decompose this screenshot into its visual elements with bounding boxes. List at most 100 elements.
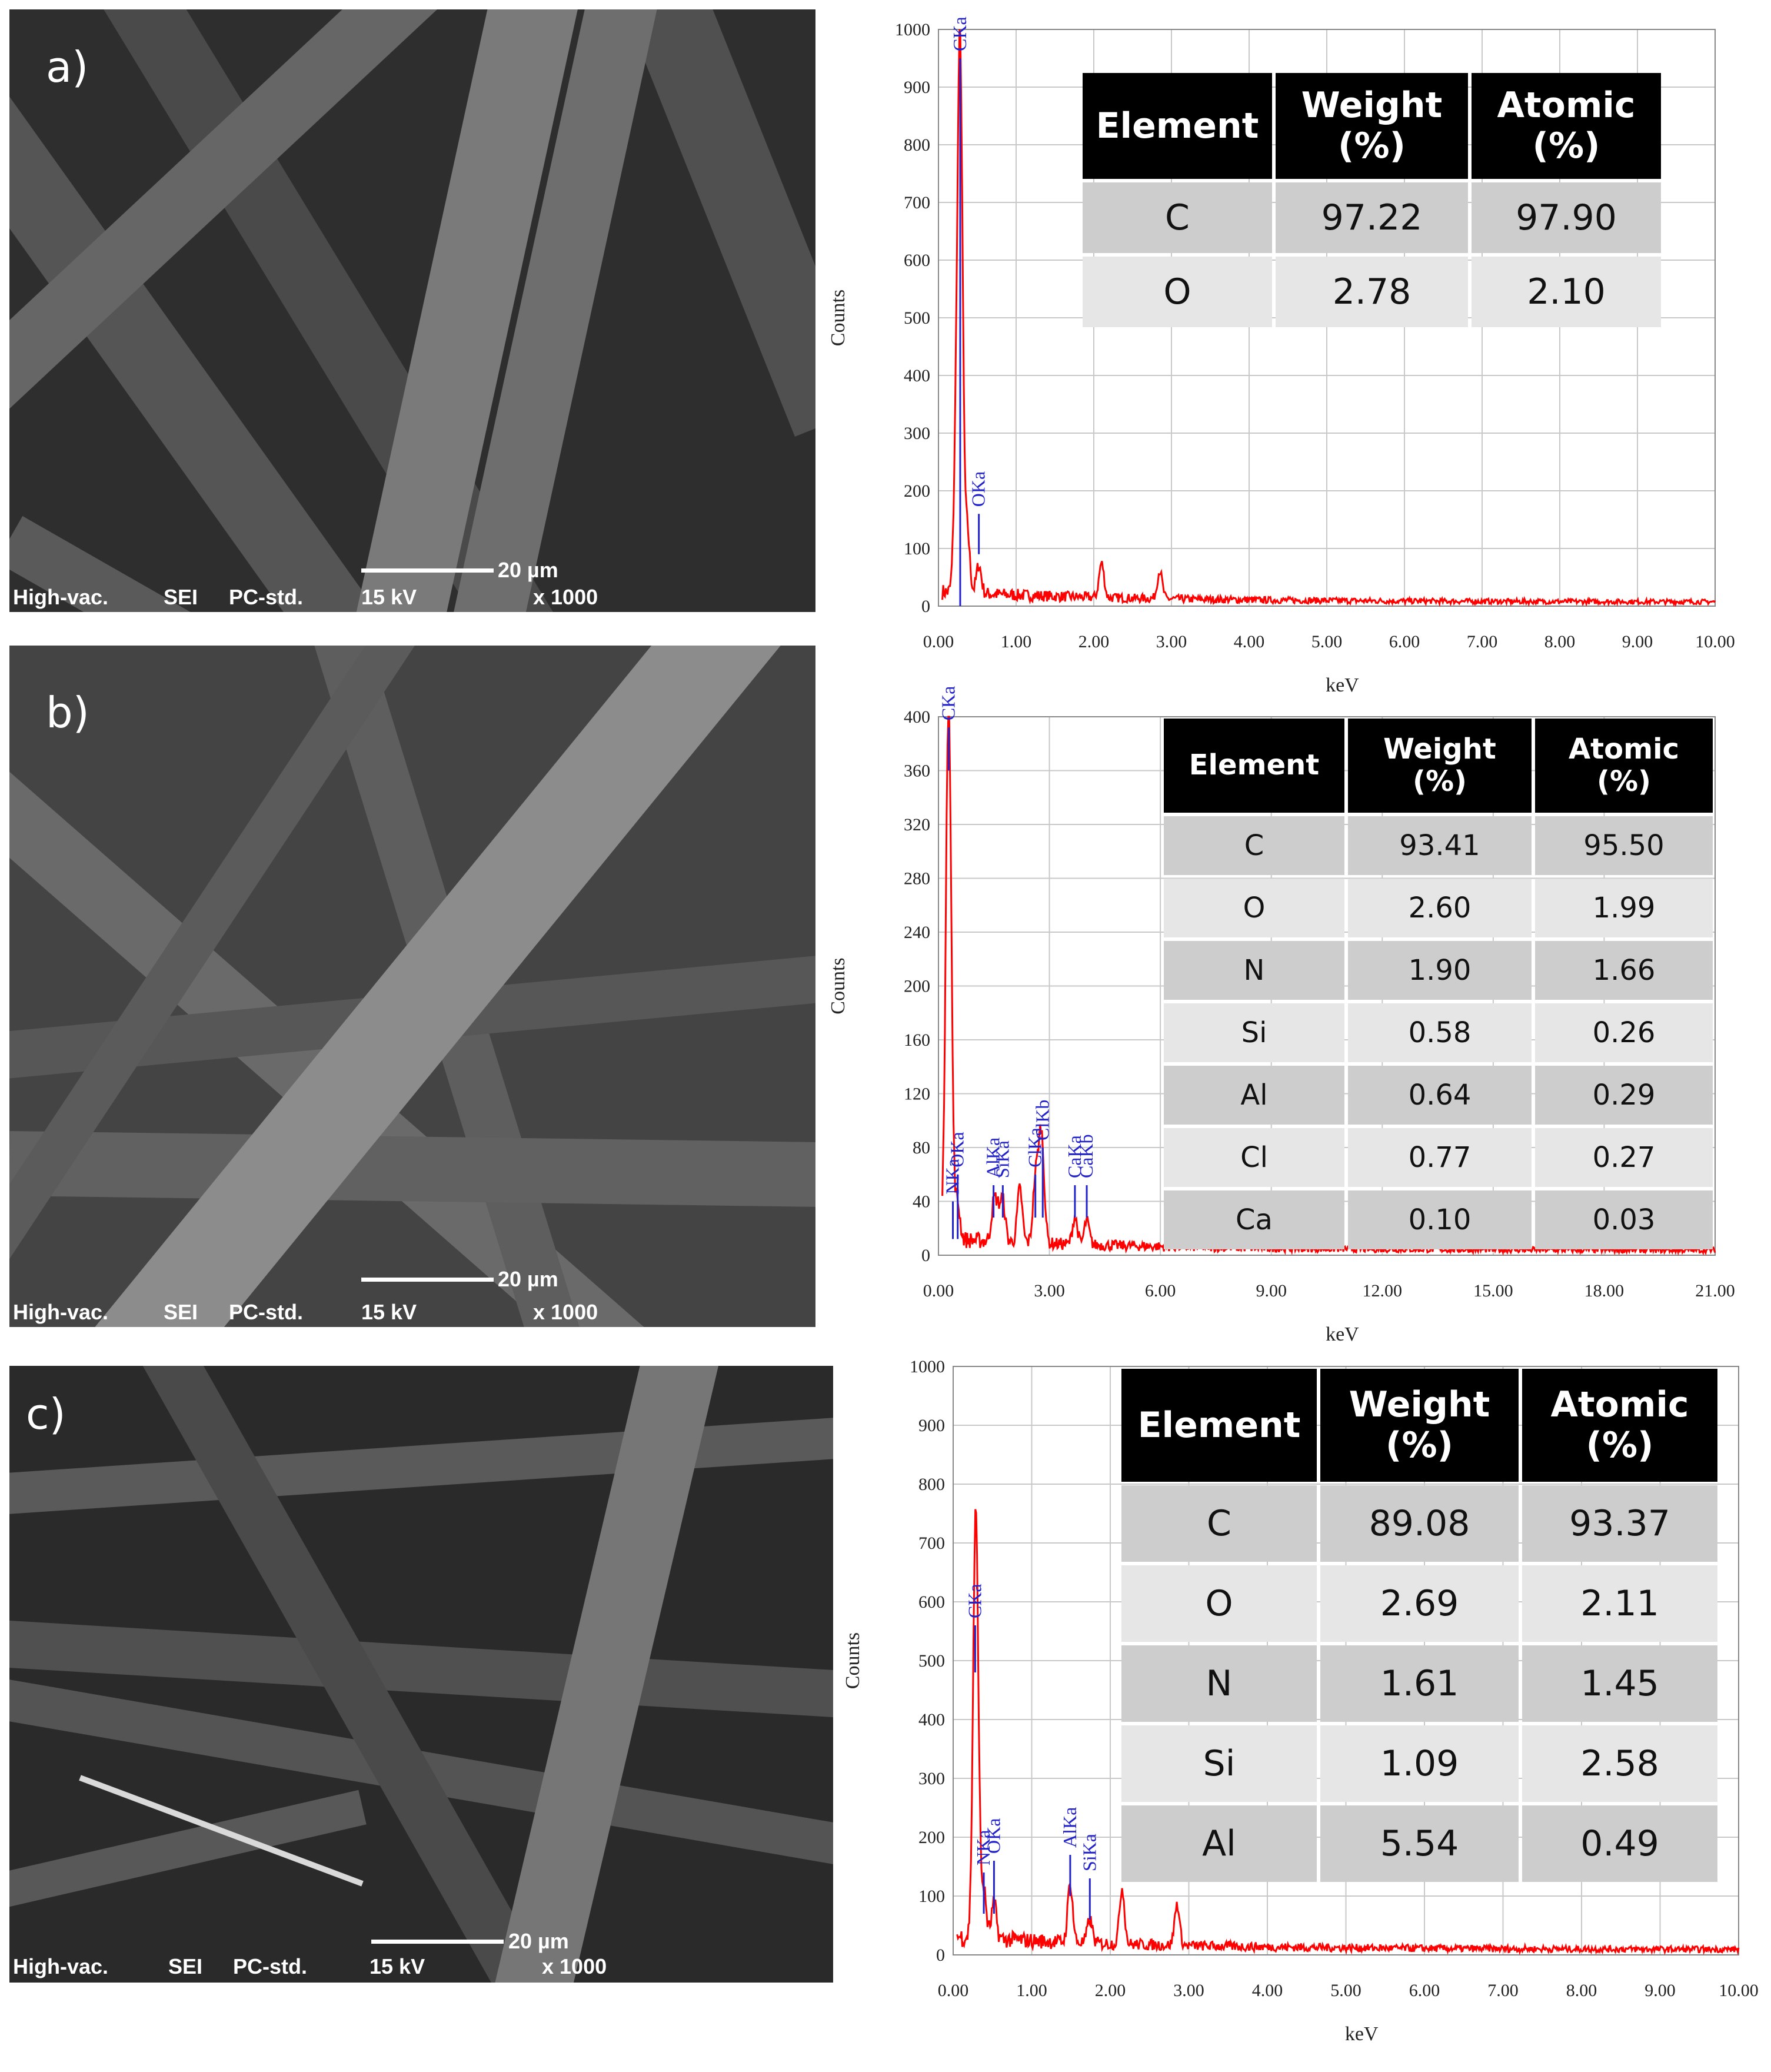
peak-label: NKa bbox=[942, 1159, 963, 1194]
peak-label: CKa bbox=[964, 1584, 985, 1618]
sem-info-mag-c: x 1000 bbox=[542, 1954, 607, 1978]
atomic-cell: 93.37 bbox=[1522, 1485, 1717, 1562]
x-tick-label: 1.00 bbox=[1001, 632, 1032, 651]
peak-label: CaKb bbox=[1076, 1134, 1097, 1178]
y-tick-label: 200 bbox=[918, 1828, 945, 1847]
spectrum-series bbox=[956, 1509, 1740, 1955]
x-tick-label: 0.00 bbox=[923, 1281, 954, 1301]
table-row: Al 0.64 0.29 bbox=[1164, 1066, 1713, 1125]
peak-label: OKa bbox=[983, 1818, 1004, 1854]
peak-label: ClKb bbox=[1031, 1100, 1053, 1140]
x-tick-label: 0.00 bbox=[938, 1981, 969, 2000]
y-tick-label: 240 bbox=[904, 923, 930, 942]
y-axis-label: Counts bbox=[827, 957, 849, 1014]
table-row: C 97.22 97.90 bbox=[1083, 182, 1661, 253]
x-tick-label: 9.00 bbox=[1644, 1981, 1676, 2000]
y-tick-label: 900 bbox=[904, 78, 930, 97]
table-row: C 93.41 95.50 bbox=[1164, 816, 1713, 875]
fiber-micrograph-c bbox=[9, 1366, 833, 1983]
plot-frame bbox=[938, 29, 1716, 607]
y-tick-label: 360 bbox=[904, 761, 930, 781]
table-row: Si 0.58 0.26 bbox=[1164, 1003, 1713, 1062]
y-tick-label: 900 bbox=[918, 1416, 945, 1435]
x-tick-label: 5.00 bbox=[1311, 632, 1343, 651]
composition-table-a: Element Weight (%) Atomic (%) C 97.22 97.90 O… bbox=[1079, 69, 1665, 331]
y-tick-label: 400 bbox=[904, 707, 930, 727]
peak-label: OKa bbox=[947, 1132, 968, 1167]
y-tick-label: 500 bbox=[904, 308, 930, 328]
sem-image-c: c) 20 µm High-vac. SEI PC-std. 15 kV x 1… bbox=[9, 1366, 833, 1983]
element-cell: N bbox=[1121, 1645, 1317, 1722]
sem-info-pc-a: PC-std. bbox=[229, 585, 303, 609]
x-tick-label: 18.00 bbox=[1584, 1281, 1624, 1301]
table-row: O 2.78 2.10 bbox=[1083, 257, 1661, 327]
sem-info-mag-a: x 1000 bbox=[533, 585, 598, 609]
weight-cell: 0.58 bbox=[1348, 1003, 1532, 1062]
y-tick-label: 100 bbox=[918, 1887, 945, 1906]
atomic-cell: 1.66 bbox=[1535, 941, 1713, 1000]
element-cell: O bbox=[1083, 257, 1272, 327]
atomic-cell: 97.90 bbox=[1472, 182, 1661, 253]
weight-cell: 0.10 bbox=[1348, 1190, 1532, 1249]
peak-label: ClKa bbox=[1024, 1128, 1046, 1168]
peak-label: AlKa bbox=[1059, 1807, 1080, 1848]
peak-label: CKa bbox=[938, 686, 959, 721]
peak-label: AlKa bbox=[983, 1138, 1004, 1178]
table-row: Cl 0.77 0.27 bbox=[1164, 1128, 1713, 1187]
composition-table-c: Element Weight (%) Atomic (%) C 89.08 93.37 O… bbox=[1118, 1365, 1721, 1885]
sem-info-vac-a: High-vac. bbox=[13, 585, 109, 609]
header-element: Element bbox=[1164, 719, 1344, 813]
element-cell: C bbox=[1121, 1485, 1317, 1562]
y-tick-label: 1000 bbox=[910, 1357, 945, 1376]
peak-label: OKa bbox=[968, 471, 989, 507]
x-tick-label: 2.00 bbox=[1095, 1981, 1126, 2000]
weight-cell: 2.78 bbox=[1276, 257, 1468, 327]
header-text: Element bbox=[1137, 1404, 1301, 1446]
x-tick-label: 1.00 bbox=[1016, 1981, 1047, 2000]
element-cell: Cl bbox=[1164, 1128, 1344, 1187]
x-tick-label: 3.00 bbox=[1173, 1981, 1204, 2000]
weight-cell: 89.08 bbox=[1320, 1485, 1519, 1562]
element-cell: C bbox=[1083, 182, 1272, 253]
table-row: C 89.08 93.37 bbox=[1121, 1485, 1717, 1562]
y-tick-label: 40 bbox=[913, 1192, 930, 1212]
sem-image-a: a) 20 µm High-vac. SEI PC-std. 15 kV x 1… bbox=[9, 9, 815, 612]
y-tick-label: 120 bbox=[904, 1085, 930, 1104]
panel-label-b: b) bbox=[46, 688, 89, 737]
y-tick-label: 400 bbox=[904, 366, 930, 385]
x-tick-label: 9.00 bbox=[1256, 1281, 1287, 1301]
header-text: (%) bbox=[1413, 765, 1467, 798]
header-text: Atomic bbox=[1550, 1384, 1689, 1425]
scale-label-c: 20 µm bbox=[508, 1929, 569, 1953]
atomic-cell: 2.10 bbox=[1472, 257, 1661, 327]
element-cell: N bbox=[1164, 941, 1344, 1000]
sem-info-vac-b: High-vac. bbox=[13, 1300, 109, 1324]
y-tick-label: 0 bbox=[921, 1246, 930, 1265]
y-tick-label: 300 bbox=[904, 424, 930, 443]
plot-frame bbox=[953, 1366, 1739, 1955]
y-tick-label: 280 bbox=[904, 869, 930, 889]
weight-cell: 0.77 bbox=[1348, 1128, 1532, 1187]
atomic-cell: 0.29 bbox=[1535, 1066, 1713, 1125]
panel-label-a: a) bbox=[46, 42, 89, 92]
composition-table-b: Element Weight (%) Atomic (%) C 93.41 95.50 O… bbox=[1160, 715, 1716, 1253]
x-tick-label: 10.00 bbox=[1695, 632, 1735, 651]
sem-info-vac-c: High-vac. bbox=[13, 1954, 109, 1978]
weight-cell: 2.69 bbox=[1320, 1565, 1519, 1642]
y-tick-label: 500 bbox=[918, 1651, 945, 1671]
atomic-cell: 1.45 bbox=[1522, 1645, 1717, 1722]
x-tick-label: 6.00 bbox=[1145, 1281, 1176, 1301]
y-tick-label: 300 bbox=[918, 1769, 945, 1788]
sem-info-kv-a: 15 kV bbox=[361, 585, 417, 609]
atomic-cell: 2.58 bbox=[1522, 1725, 1717, 1802]
sem-info-sei-b: SEI bbox=[164, 1300, 198, 1324]
y-tick-label: 200 bbox=[904, 977, 930, 996]
x-tick-label: 7.00 bbox=[1487, 1981, 1519, 2000]
x-tick-label: 0.00 bbox=[923, 632, 954, 651]
atomic-cell: 95.50 bbox=[1535, 816, 1713, 875]
x-tick-label: 15.00 bbox=[1473, 1281, 1513, 1301]
peak-label: NKa bbox=[973, 1830, 994, 1865]
scale-bar-a bbox=[361, 568, 494, 573]
y-tick-label: 800 bbox=[904, 135, 930, 155]
x-tick-label: 3.00 bbox=[1156, 632, 1187, 651]
